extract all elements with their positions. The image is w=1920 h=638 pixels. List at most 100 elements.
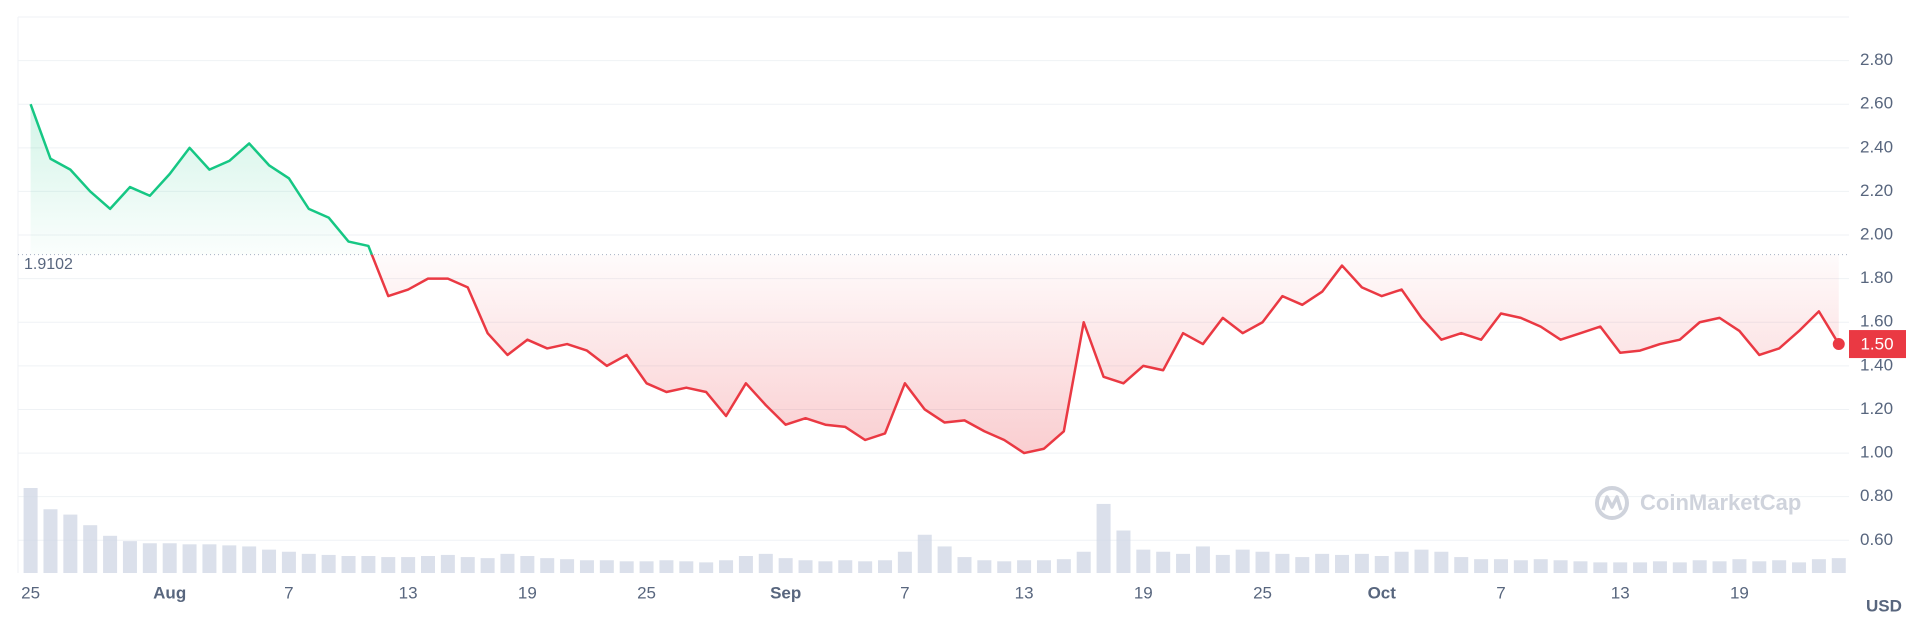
volume-bar	[1255, 551, 1270, 573]
volume-bar	[1493, 559, 1508, 573]
volume-bar	[321, 554, 336, 573]
volume-bar	[1156, 551, 1171, 573]
volume-bar	[679, 561, 694, 573]
volume-bar	[1553, 560, 1568, 573]
volume-bar	[1454, 557, 1469, 573]
volume-bar	[1076, 551, 1091, 573]
volume-bar	[858, 561, 873, 573]
volume-bar	[1017, 560, 1032, 573]
volume-bar	[957, 557, 972, 573]
volume-bar	[182, 544, 197, 573]
volume-bar	[23, 488, 38, 573]
last-price-dot	[1832, 338, 1845, 351]
volume-bar	[579, 560, 594, 573]
volume-bar	[401, 557, 416, 573]
volume-bar	[1056, 559, 1071, 573]
volume-bar	[798, 560, 813, 573]
volume-bar	[301, 553, 316, 573]
volume-bar	[1692, 560, 1707, 573]
volume-bar	[1831, 558, 1846, 573]
last-price-badge	[1849, 330, 1906, 359]
currency-label: USD	[1866, 596, 1902, 615]
volume-bar	[1672, 562, 1687, 573]
volume-bar	[63, 514, 78, 573]
y-tick-label: 0.60	[1860, 530, 1893, 549]
x-tick-label: 25	[21, 583, 40, 602]
volume-bar	[1374, 556, 1389, 573]
price-line-down	[370, 254, 1840, 455]
x-tick-label: 13	[399, 583, 418, 602]
y-tick-label: 1.00	[1860, 443, 1893, 462]
volume-bar	[83, 525, 98, 573]
volume-bar	[281, 551, 296, 573]
volume-bar	[838, 560, 853, 573]
x-tick-label: Oct	[1368, 583, 1397, 602]
volume-bar	[1652, 561, 1667, 573]
volume-bar	[480, 558, 495, 573]
watermark: CoinMarketCap	[1595, 486, 1801, 520]
volume-bar	[1335, 554, 1350, 573]
volume-bar	[1434, 551, 1449, 573]
volume-bar	[1354, 553, 1369, 573]
volume-bar	[1136, 549, 1151, 573]
y-tick-label: 1.80	[1860, 268, 1893, 287]
volume-bar	[162, 543, 177, 573]
volume-bar	[1613, 562, 1628, 573]
y-tick-label: 2.60	[1860, 94, 1893, 113]
volume-bar	[1295, 557, 1310, 573]
x-tick-label: Sep	[770, 583, 801, 602]
volume-bar	[778, 558, 793, 573]
x-tick-label: 19	[518, 583, 537, 602]
volume-bar	[1533, 559, 1548, 573]
volume-bar	[103, 535, 118, 573]
volume-bar	[1772, 560, 1787, 573]
baseline-label: 1.9102	[24, 256, 73, 273]
volume-bar	[1215, 554, 1230, 573]
volume-bar	[1036, 560, 1051, 573]
y-tick-label: 2.20	[1860, 181, 1893, 200]
volume-bar	[1573, 561, 1588, 573]
volume-bar	[917, 534, 932, 573]
volume-bar	[1235, 549, 1250, 573]
volume-bar	[341, 556, 356, 573]
volume-bar	[122, 541, 137, 573]
volume-bar	[440, 554, 455, 573]
y-tick-label: 1.20	[1860, 399, 1893, 418]
volume-bar	[699, 562, 714, 573]
volume-bar	[500, 553, 515, 573]
volume-bar	[1593, 562, 1608, 573]
volume-bar	[1752, 561, 1767, 573]
volume-bar	[758, 553, 773, 573]
x-tick-label: 7	[900, 583, 909, 602]
volume-bar	[659, 560, 674, 573]
volume-bar	[460, 557, 475, 573]
volume-bar	[520, 556, 535, 573]
volume-bar	[818, 561, 833, 573]
area-down	[30, 254, 1839, 454]
volume-bar	[878, 560, 893, 573]
volume-bar	[242, 546, 257, 573]
volume-bar	[1096, 503, 1111, 573]
volume-bar	[560, 559, 575, 573]
volume-bar	[1474, 559, 1489, 573]
area-up	[30, 104, 372, 255]
y-tick-label: 2.00	[1860, 225, 1893, 244]
x-tick-label: 19	[1730, 583, 1749, 602]
x-tick-label: 25	[637, 583, 656, 602]
volume-bar	[1712, 561, 1727, 573]
volume-bar	[1275, 553, 1290, 573]
y-tick-label: 0.80	[1860, 486, 1893, 505]
volume-bar	[738, 556, 753, 573]
volume-bar	[1195, 546, 1210, 573]
volume-bar	[639, 561, 654, 573]
volume-bar	[361, 556, 376, 573]
volume-bar	[262, 549, 277, 573]
x-tick-label: 7	[1496, 583, 1505, 602]
watermark-text: CoinMarketCap	[1640, 490, 1801, 515]
y-tick-label: 1.60	[1860, 312, 1893, 331]
volume-bar	[1792, 562, 1807, 573]
volume-bar	[222, 545, 237, 573]
y-tick-label: 2.80	[1860, 50, 1893, 69]
volume-bar	[977, 560, 992, 573]
